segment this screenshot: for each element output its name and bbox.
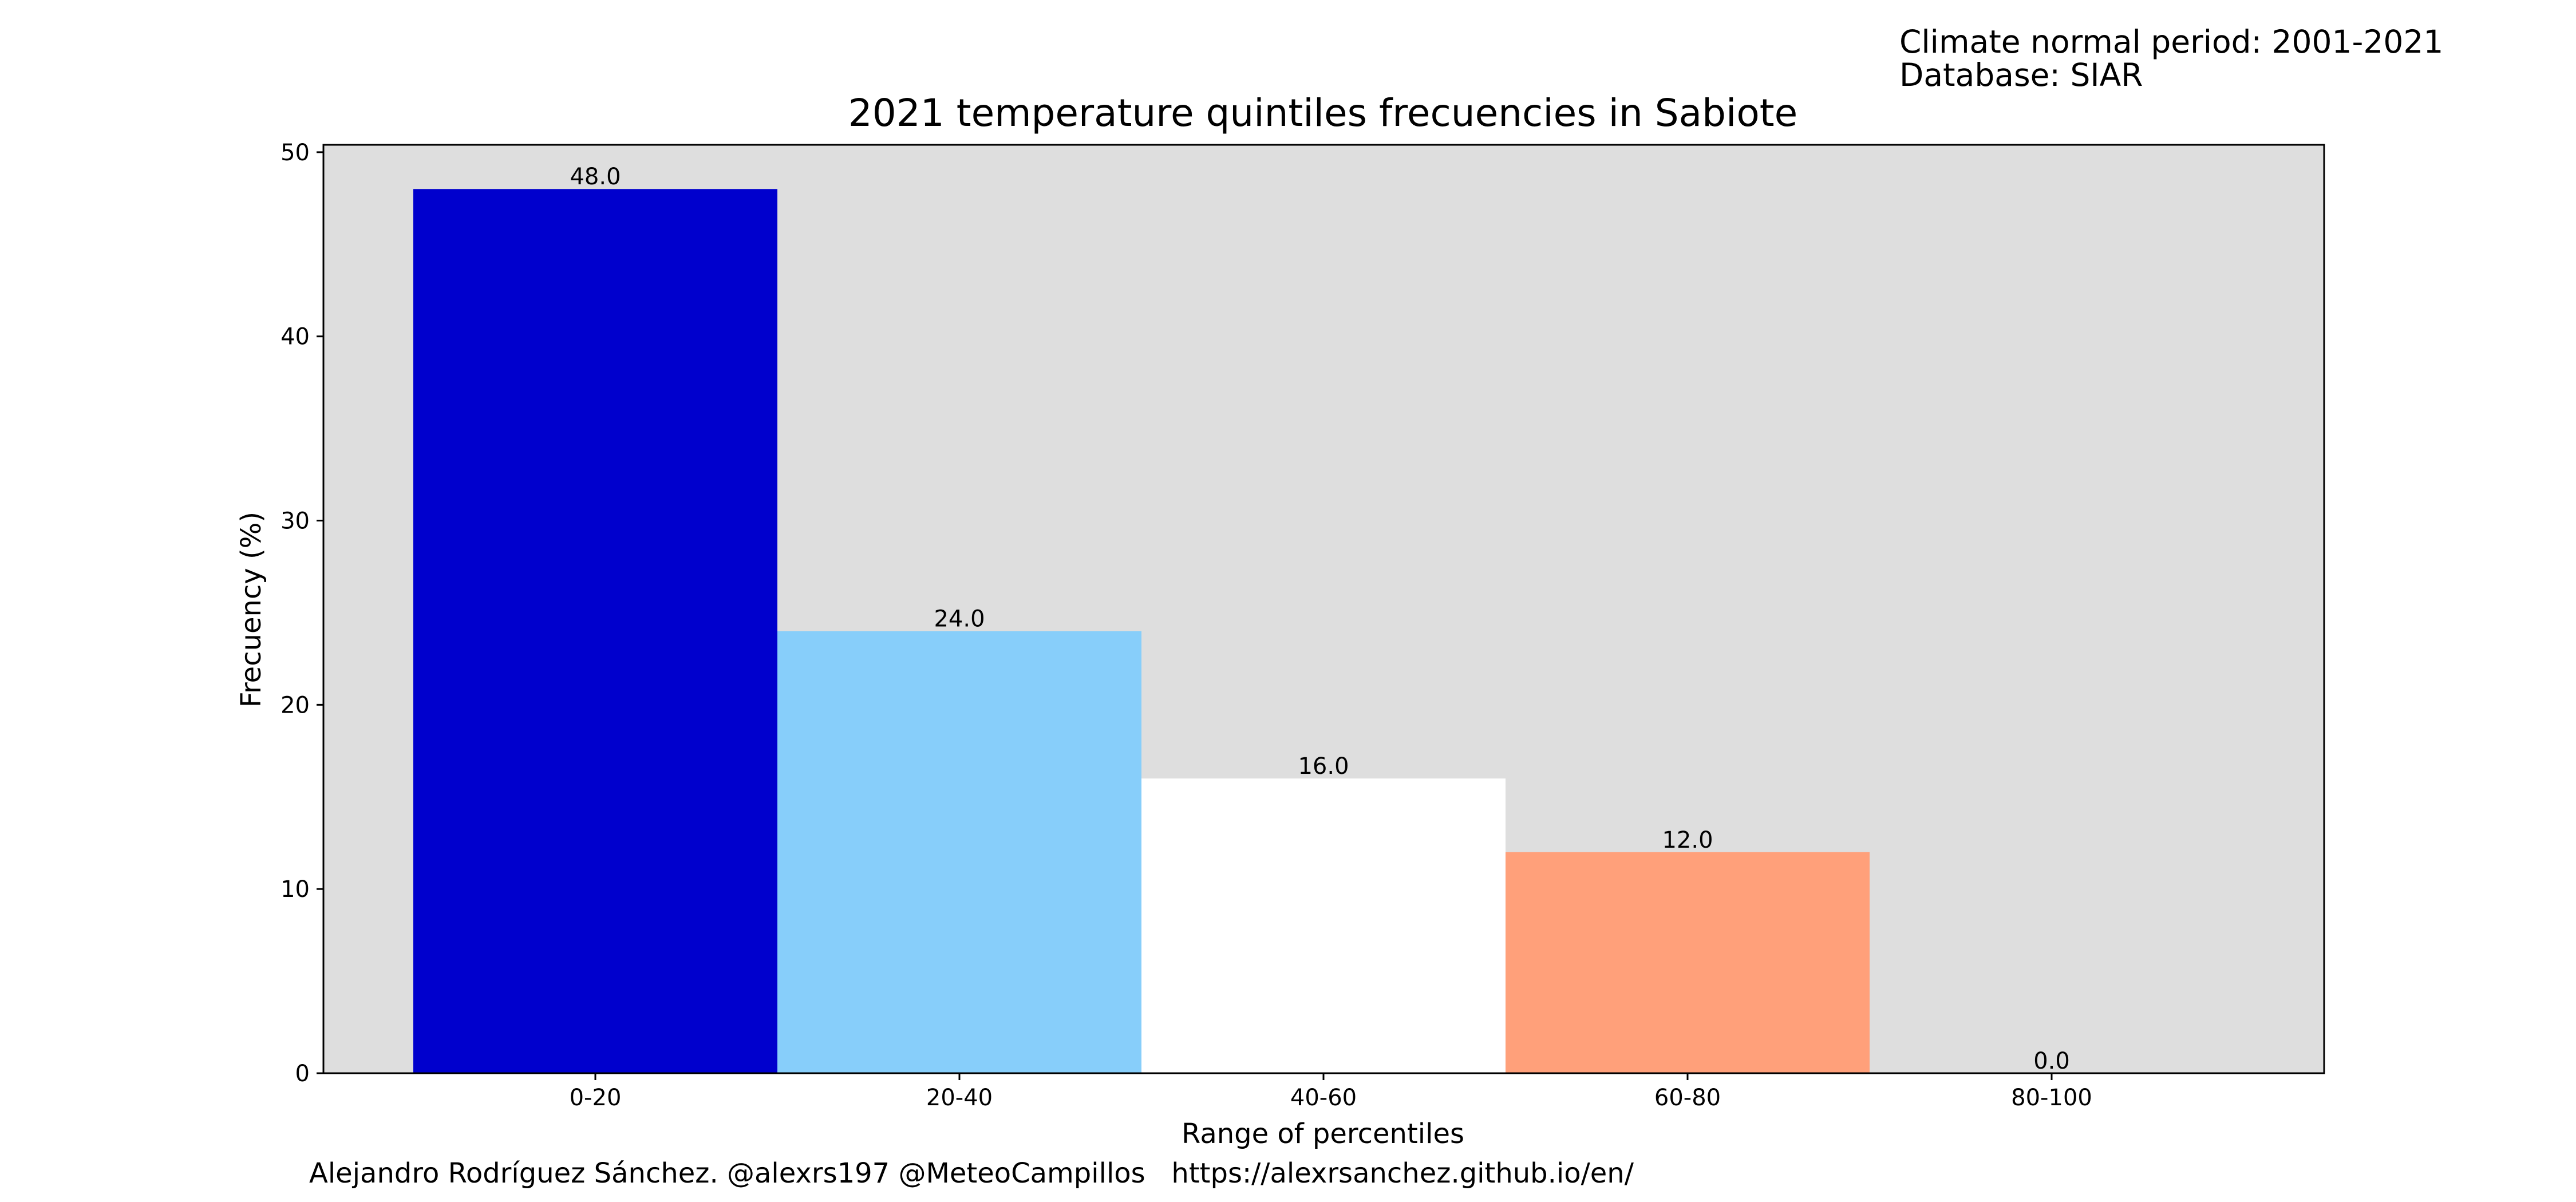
x-tick-label-0-20: 0-20 <box>570 1085 622 1111</box>
climate-period-note: Climate normal period: 2001-2021 <box>1899 23 2443 60</box>
y-axis-ticks: 0 10 20 30 40 50 <box>280 140 323 1087</box>
bar-60-80 <box>1506 852 1870 1073</box>
x-axis-ticks: 0-20 20-40 40-60 60-80 80-100 <box>570 1073 2092 1111</box>
bar-value-label-60-80: 12.0 <box>1662 827 1713 853</box>
bar-value-label-40-60: 16.0 <box>1298 753 1349 780</box>
y-tick-label-20: 20 <box>280 692 310 718</box>
bar-value-label-20-40: 24.0 <box>934 606 985 632</box>
author-credits: Alejandro Rodríguez Sánchez. @alexrs197 … <box>309 1157 1634 1189</box>
y-tick-label-50: 50 <box>280 140 310 166</box>
bar-value-label-0-20: 48.0 <box>570 164 621 190</box>
y-tick-label-10: 10 <box>280 876 310 903</box>
y-tick-label-40: 40 <box>280 324 310 350</box>
plot-frame <box>322 144 2325 1074</box>
x-tick-label-80-100: 80-100 <box>2011 1085 2092 1111</box>
x-tick-label-20-40: 20-40 <box>926 1085 993 1111</box>
x-axis-label: Range of percentiles <box>1182 1118 1464 1150</box>
y-axis-label: Frecuency (%) <box>235 512 267 707</box>
database-note: Database: SIAR <box>1899 57 2143 93</box>
bar-labels-layer: 48.0 24.0 16.0 12.0 0.0 <box>570 164 2069 1074</box>
x-tick-label-40-60: 40-60 <box>1290 1085 1357 1111</box>
x-tick-label-60-80: 60-80 <box>1654 1085 1721 1111</box>
bars-layer <box>413 189 1870 1074</box>
chart-title: 2021 temperature quintiles frecuencies i… <box>848 91 1797 135</box>
bar-0-20 <box>413 189 777 1074</box>
bar-40-60 <box>1141 778 1506 1073</box>
bar-value-label-80-100: 0.0 <box>2033 1048 2070 1074</box>
bar-20-40 <box>777 631 1141 1073</box>
y-tick-label-0: 0 <box>295 1061 310 1087</box>
y-tick-label-30: 30 <box>280 508 310 535</box>
